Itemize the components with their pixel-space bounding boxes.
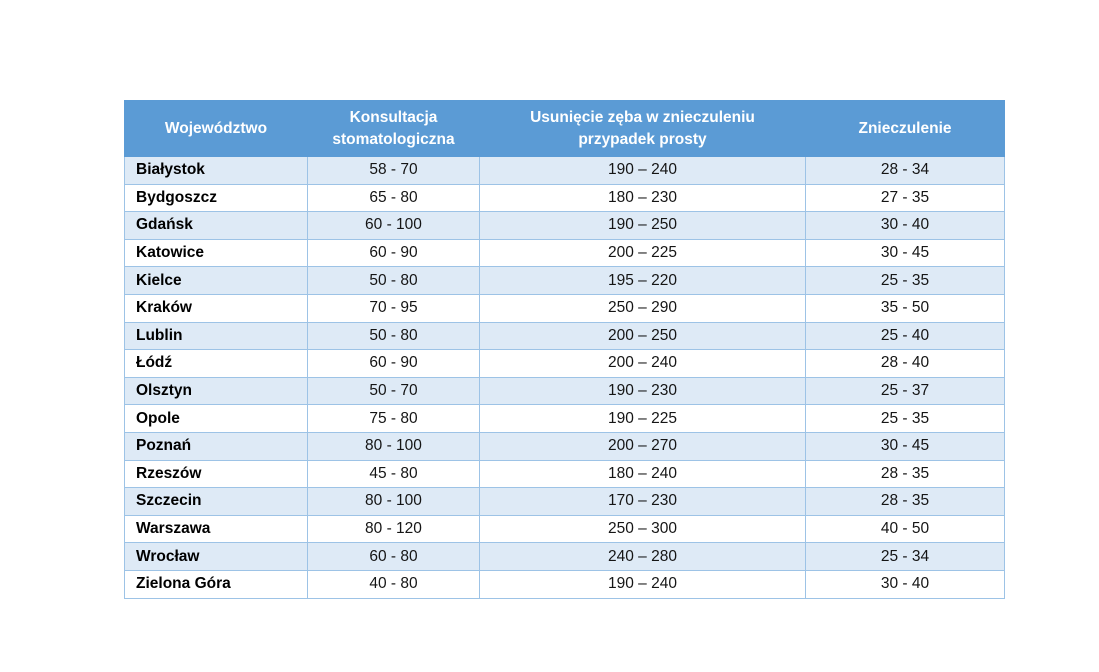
cell-city: Poznań xyxy=(124,431,308,461)
table-row: Białystok 58 - 70 190 – 240 28 - 34 xyxy=(124,156,1005,185)
cell-anesthesia: 25 - 35 xyxy=(805,266,1005,295)
cell-consultation: 60 - 80 xyxy=(307,542,480,571)
cell-city: Łódź xyxy=(124,349,308,378)
cell-city: Gdańsk xyxy=(124,211,308,240)
cell-city: Szczecin xyxy=(124,487,308,516)
cell-anesthesia: 30 - 40 xyxy=(805,569,1005,599)
cell-city: Lublin xyxy=(124,321,308,351)
cell-city: Katowice xyxy=(124,238,308,268)
cell-anesthesia: 30 - 45 xyxy=(805,238,1005,268)
cell-consultation: 50 - 80 xyxy=(307,321,480,351)
cell-extraction: 190 – 250 xyxy=(479,211,806,240)
table-row: Katowice 60 - 90 200 – 225 30 - 45 xyxy=(124,238,1005,268)
cell-extraction: 250 – 300 xyxy=(479,514,806,544)
cell-city: Bydgoszcz xyxy=(124,183,308,213)
table-row: Szczecin 80 - 100 170 – 230 28 - 35 xyxy=(124,487,1005,516)
cell-consultation: 75 - 80 xyxy=(307,404,480,433)
cell-extraction: 190 – 225 xyxy=(479,404,806,433)
cell-consultation: 60 - 100 xyxy=(307,211,480,240)
cell-extraction: 170 – 230 xyxy=(479,487,806,516)
table-row: Gdańsk 60 - 100 190 – 250 30 - 40 xyxy=(124,211,1005,240)
cell-consultation: 80 - 120 xyxy=(307,514,480,544)
cell-city: Kielce xyxy=(124,266,308,295)
cell-anesthesia: 30 - 40 xyxy=(805,211,1005,240)
cell-city: Rzeszów xyxy=(124,459,308,489)
cell-consultation: 60 - 90 xyxy=(307,349,480,378)
cell-anesthesia: 28 - 40 xyxy=(805,349,1005,378)
column-header-znieczulenie: Znieczulenie xyxy=(805,100,1005,157)
table-row: Kraków 70 - 95 250 – 290 35 - 50 xyxy=(124,293,1005,323)
table-header-row: Województwo Konsultacja stomatologiczna Usu… xyxy=(124,100,1005,157)
table-row: Warszawa 80 - 120 250 – 300 40 - 50 xyxy=(124,514,1005,544)
cell-extraction: 240 – 280 xyxy=(479,542,806,571)
table-row: Wrocław 60 - 80 240 – 280 25 - 34 xyxy=(124,542,1005,571)
cell-consultation: 80 - 100 xyxy=(307,487,480,516)
cell-anesthesia: 28 - 35 xyxy=(805,459,1005,489)
cell-extraction: 190 – 240 xyxy=(479,569,806,599)
cell-city: Wrocław xyxy=(124,542,308,571)
cell-extraction: 200 – 250 xyxy=(479,321,806,351)
cell-anesthesia: 35 - 50 xyxy=(805,293,1005,323)
cell-city: Opole xyxy=(124,404,308,433)
cell-extraction: 200 – 240 xyxy=(479,349,806,378)
table-row: Kielce 50 - 80 195 – 220 25 - 35 xyxy=(124,266,1005,295)
cell-consultation: 80 - 100 xyxy=(307,431,480,461)
cell-anesthesia: 25 - 37 xyxy=(805,376,1005,406)
cell-extraction: 190 – 230 xyxy=(479,376,806,406)
cell-anesthesia: 28 - 35 xyxy=(805,487,1005,516)
cell-extraction: 250 – 290 xyxy=(479,293,806,323)
table-row: Lublin 50 - 80 200 – 250 25 - 40 xyxy=(124,321,1005,351)
cell-consultation: 58 - 70 xyxy=(307,156,480,185)
cell-city: Kraków xyxy=(124,293,308,323)
table-body: Białystok 58 - 70 190 – 240 28 - 34 Bydgoszc… xyxy=(124,156,1005,599)
cell-consultation: 45 - 80 xyxy=(307,459,480,489)
cell-anesthesia: 30 - 45 xyxy=(805,431,1005,461)
cell-extraction: 200 – 270 xyxy=(479,431,806,461)
cell-extraction: 195 – 220 xyxy=(479,266,806,295)
cell-city: Zielona Góra xyxy=(124,569,308,599)
table-row: Bydgoszcz 65 - 80 180 – 230 27 - 35 xyxy=(124,183,1005,213)
cell-anesthesia: 25 - 40 xyxy=(805,321,1005,351)
table-row: Opole 75 - 80 190 – 225 25 - 35 xyxy=(124,404,1005,433)
cell-city: Białystok xyxy=(124,156,308,185)
table-head: Województwo Konsultacja stomatologiczna Usu… xyxy=(124,100,1005,157)
cell-anesthesia: 25 - 35 xyxy=(805,404,1005,433)
cell-anesthesia: 27 - 35 xyxy=(805,183,1005,213)
table-row: Rzeszów 45 - 80 180 – 240 28 - 35 xyxy=(124,459,1005,489)
cell-consultation: 60 - 90 xyxy=(307,238,480,268)
cell-extraction: 200 – 225 xyxy=(479,238,806,268)
cell-city: Olsztyn xyxy=(124,376,308,406)
cell-consultation: 50 - 80 xyxy=(307,266,480,295)
table-row: Zielona Góra 40 - 80 190 – 240 30 - 40 xyxy=(124,569,1005,599)
cell-city: Warszawa xyxy=(124,514,308,544)
table-row: Olsztyn 50 - 70 190 – 230 25 - 37 xyxy=(124,376,1005,406)
table-row: Łódź 60 - 90 200 – 240 28 - 40 xyxy=(124,349,1005,378)
cell-consultation: 40 - 80 xyxy=(307,569,480,599)
cell-anesthesia: 28 - 34 xyxy=(805,156,1005,185)
dental-prices-table: Województwo Konsultacja stomatologiczna Usu… xyxy=(124,100,1005,599)
cell-extraction: 180 – 240 xyxy=(479,459,806,489)
column-header-wojewodztwo: Województwo xyxy=(124,100,308,157)
column-header-usuniecie: Usunięcie zęba w znieczuleniu przypadek p… xyxy=(479,100,806,157)
cell-consultation: 70 - 95 xyxy=(307,293,480,323)
cell-extraction: 190 – 240 xyxy=(479,156,806,185)
table-row: Poznań 80 - 100 200 – 270 30 - 45 xyxy=(124,431,1005,461)
cell-consultation: 50 - 70 xyxy=(307,376,480,406)
cell-anesthesia: 25 - 34 xyxy=(805,542,1005,571)
cell-anesthesia: 40 - 50 xyxy=(805,514,1005,544)
cell-consultation: 65 - 80 xyxy=(307,183,480,213)
column-header-konsultacja: Konsultacja stomatologiczna xyxy=(307,100,480,157)
cell-extraction: 180 – 230 xyxy=(479,183,806,213)
